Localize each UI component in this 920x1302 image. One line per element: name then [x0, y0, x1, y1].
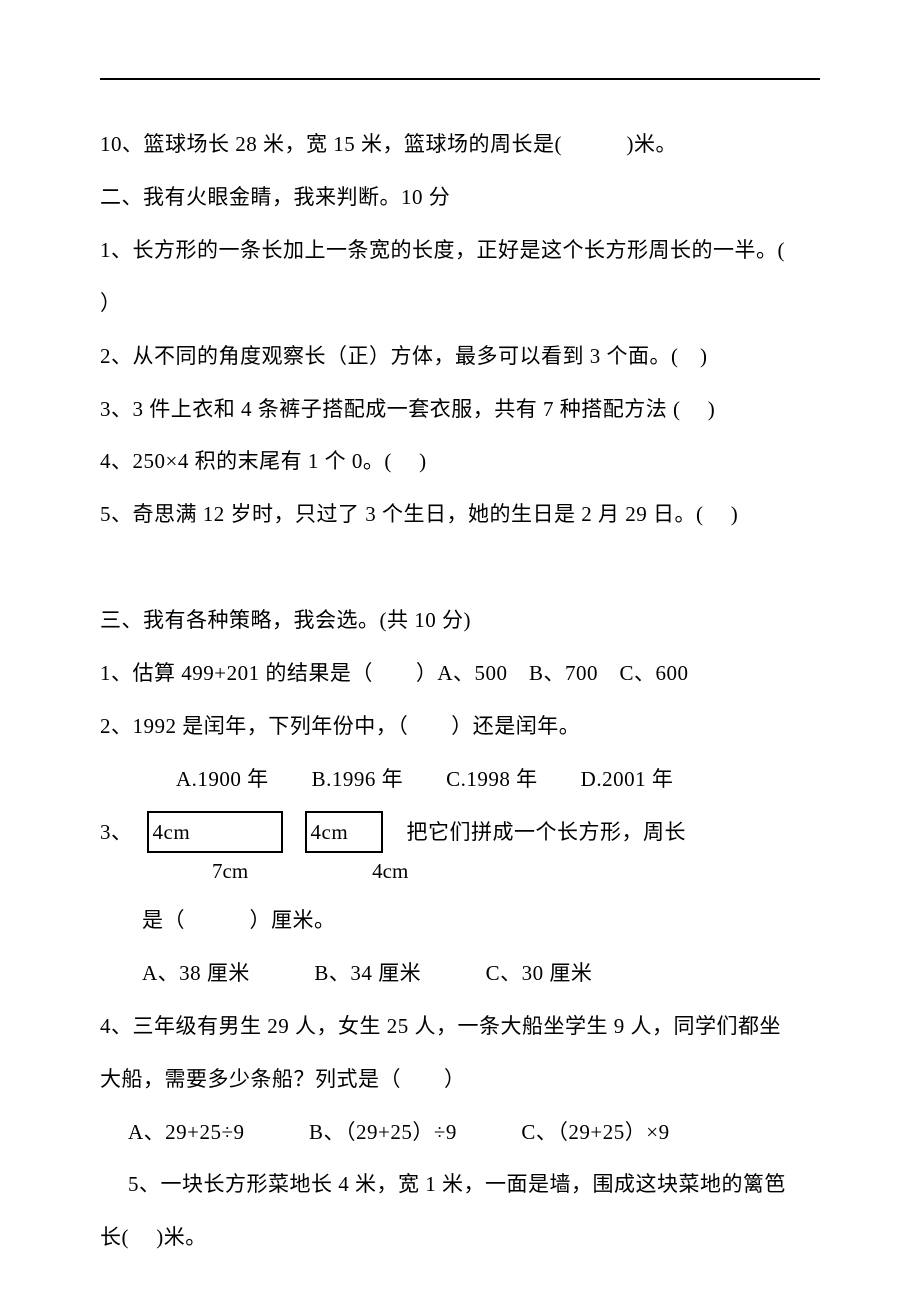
rect2-bottom-label: 4cm: [372, 859, 408, 884]
choice-q1: 1、估算 499+201 的结果是（ ）A、500 B、700 C、600: [100, 647, 820, 700]
rect-4x4: 4cm: [305, 811, 383, 853]
blank-gap: [100, 541, 820, 594]
choice-q3-line2: 是（ ）厘米。: [100, 894, 820, 947]
choice-q5-line1: 5、一块长方形菜地长 4 米，宽 1 米，一面是墙，围成这块菜地的篱笆: [100, 1158, 820, 1211]
rect-7x4: 4cm: [147, 811, 283, 853]
choice-q4-line2: 大船，需要多少条船？列式是（ ）: [100, 1053, 820, 1106]
content-body: 10、篮球场长 28 米，宽 15 米，篮球场的周长是( )米。 二、我有火眼金…: [100, 118, 820, 1264]
top-divider: [100, 78, 820, 80]
choice-q3-options: A、38 厘米 B、34 厘米 C、30 厘米: [100, 947, 820, 1000]
judge-q3: 3、3 件上衣和 4 条裤子搭配成一套衣服，共有 7 种搭配方法 ( ): [100, 383, 820, 436]
choice-q4-line1: 4、三年级有男生 29 人，女生 25 人，一条大船坐学生 9 人，同学们都坐: [100, 1000, 820, 1053]
choice-q5-line2: 长( )米。: [100, 1211, 820, 1264]
choice-q3-suffix: 把它们拼成一个长方形，周长: [407, 806, 687, 859]
judge-q5: 5、奇思满 12 岁时，只过了 3 个生日，她的生日是 2 月 29 日。( ): [100, 488, 820, 541]
choice-q2: 2、1992 是闰年，下列年份中，（ ）还是闰年。: [100, 700, 820, 753]
rect1-bottom-label: 7cm: [212, 859, 248, 884]
choice-q2-options-text: A.1900 年 B.1996 年 C.1998 年 D.2001 年: [176, 767, 673, 791]
choice-q3-prefix: 3、: [100, 806, 133, 859]
judge-q4: 4、250×4 积的末尾有 1 个 0。( ): [100, 435, 820, 488]
choice-q2-options: A.1900 年 B.1996 年 C.1998 年 D.2001 年: [100, 753, 820, 806]
page: 10、篮球场长 28 米，宽 15 米，篮球场的周长是( )米。 二、我有火眼金…: [0, 0, 920, 1302]
choice-q3-row: 3、 4cm 4cm 把它们拼成一个长方形，周长: [100, 806, 820, 859]
choice-q3-bottom-labels: 7cm 4cm: [100, 859, 820, 884]
rect2-label: 4cm: [311, 806, 349, 859]
section3-title: 三、我有各种策略，我会选。(共 10 分): [100, 594, 820, 647]
judge-q2: 2、从不同的角度观察长（正）方体，最多可以看到 3 个面。( ): [100, 330, 820, 383]
rect1-label: 4cm: [153, 806, 191, 859]
judge-q1-line1: 1、长方形的一条长加上一条宽的长度，正好是这个长方形周长的一半。(: [100, 224, 820, 277]
section2-title: 二、我有火眼金睛，我来判断。10 分: [100, 171, 820, 224]
judge-q1-line2: ）: [100, 277, 820, 330]
choice-q4-options: A、29+25÷9 B、（29+25）÷9 C、（29+25）×9: [100, 1106, 820, 1159]
fill-q10: 10、篮球场长 28 米，宽 15 米，篮球场的周长是( )米。: [100, 118, 820, 171]
